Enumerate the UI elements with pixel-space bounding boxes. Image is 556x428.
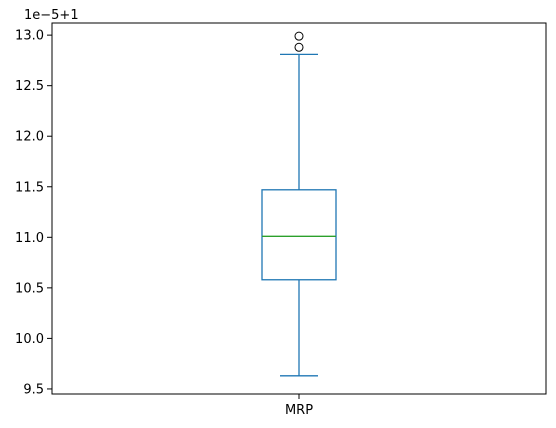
y-tick-label: 9.5	[23, 382, 44, 397]
x-tick-label: MRP	[285, 403, 313, 418]
y-tick-label: 11.5	[15, 180, 44, 195]
y-tick-label: 11.0	[15, 231, 44, 246]
y-tick-label: 10.5	[15, 281, 44, 296]
y-tick-label: 12.5	[15, 79, 44, 94]
y-tick-label: 13.0	[15, 29, 44, 44]
outlier-point	[294, 42, 304, 52]
box-iqr	[261, 189, 337, 281]
y-tick-label: 10.0	[15, 332, 44, 347]
y-offset-label: 1e−5+1	[24, 8, 79, 23]
axes-frame	[51, 22, 547, 395]
y-tick-label: 12.0	[15, 130, 44, 145]
plot-area: 9.5 10.0 10.5 11.0 11.5 12.0 12.5 13.0 MRP	[15, 29, 337, 418]
outlier-point	[294, 31, 304, 41]
